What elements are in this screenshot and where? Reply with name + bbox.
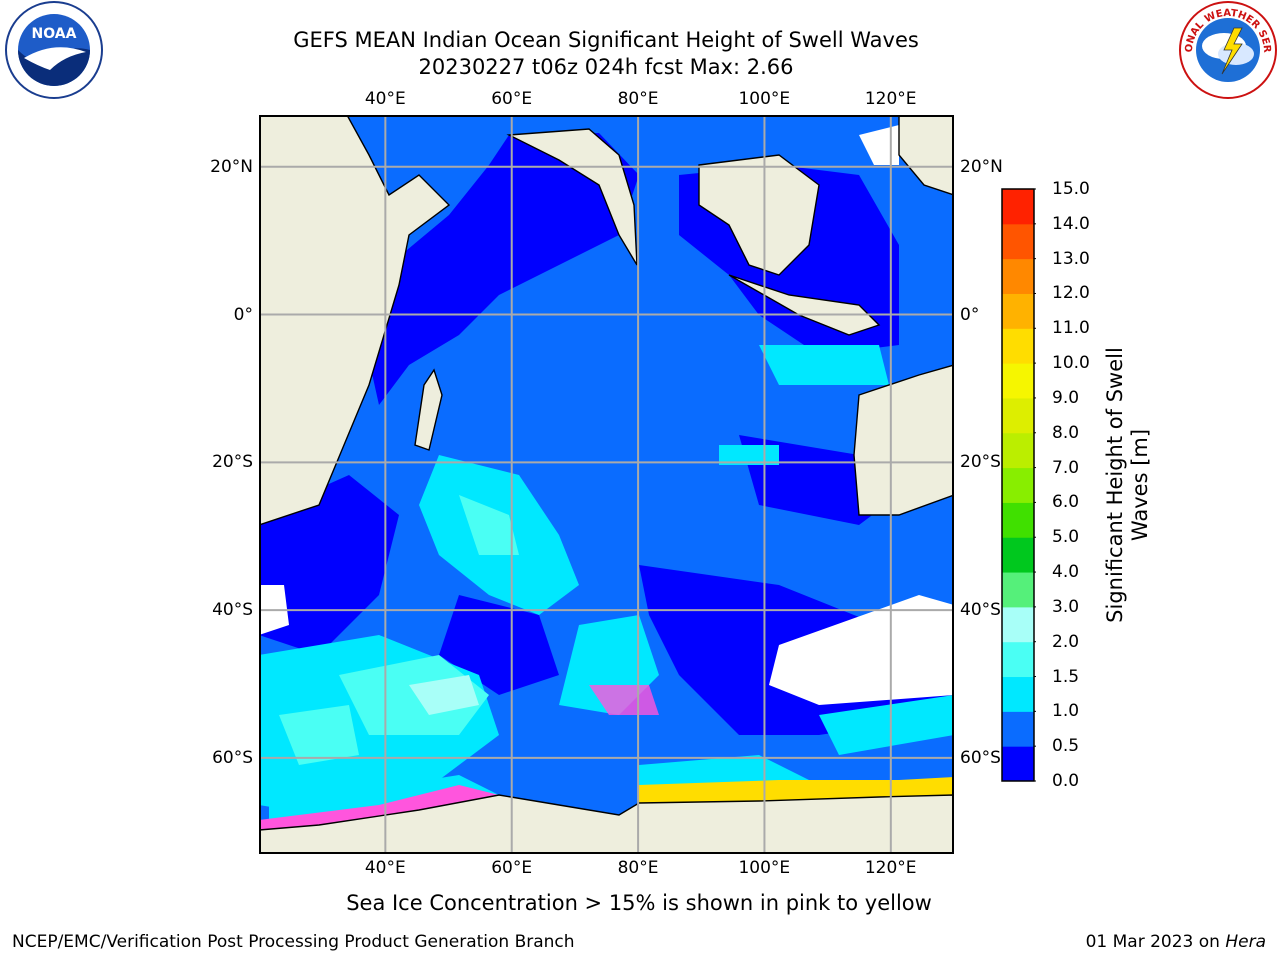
lon-tick-label: 40°E [364, 89, 406, 109]
colorbar-tick-label: 1.0 [1052, 701, 1080, 722]
lat-tick-label: 0° [233, 304, 253, 325]
footer-branch: NCEP/EMC/Verification Post Processing Pr… [12, 932, 575, 952]
colorbar-segment [1002, 537, 1034, 573]
colorbar-segment [1002, 432, 1034, 469]
colorbar-tick-label: 0.5 [1052, 736, 1080, 757]
colorbar-tick-label: 0.0 [1052, 771, 1080, 791]
nws-logo-icon: NATIONAL WEATHER SERVICE [1178, 0, 1277, 99]
colorbar-segment [1002, 397, 1034, 434]
lon-tick-label: 100°E [738, 89, 791, 109]
footer-date-text: 01 Mar 2023 on [1085, 932, 1220, 952]
sea-ice-caption: Sea Ice Concentration > 15% is shown in … [346, 891, 932, 915]
colorbar-tick-label: 3.0 [1052, 596, 1080, 617]
lon-tick-label: 120°E [864, 858, 917, 878]
colorbar-tick-label: 2.0 [1052, 631, 1080, 652]
lat-tick-label: 20°S [212, 452, 253, 473]
footer-date: 01 Mar 2023 on Hera [1086, 932, 1266, 952]
colorbar-segment [1002, 676, 1034, 712]
lat-tick-label: 40°S [212, 600, 253, 621]
lat-tick-label: 60°S [960, 747, 1001, 768]
colorbar-tick-label: 4.0 [1052, 562, 1080, 583]
lat-tick-label: 20°N [960, 156, 1003, 177]
swell-band-1.5-2.0 [279, 495, 519, 765]
swell-band-2.0-3.0 [409, 675, 479, 715]
colorbar-frame [1001, 188, 1035, 782]
colorbar-tick-label: 11.0 [1052, 318, 1090, 339]
land-masses [259, 115, 954, 854]
colorbar-segment [1002, 328, 1034, 364]
colorbar-tick-label: 7.0 [1052, 457, 1080, 478]
colorbar-tick-label: 14.0 [1052, 213, 1090, 234]
lon-tick-label: 120°E [864, 89, 917, 109]
colorbar-segment [1002, 572, 1034, 608]
colorbar-segment [1002, 502, 1034, 538]
colorbar-tick-label: 10.0 [1052, 353, 1090, 374]
footer-machine: Hera [1225, 932, 1266, 952]
colorbar-segment [1002, 189, 1034, 225]
colorbar-tick-label: 8.0 [1052, 422, 1080, 443]
colorbar-tick-label: 1.5 [1052, 666, 1080, 687]
colorbar-segment [1002, 363, 1034, 399]
colorbar-segment [1002, 606, 1034, 643]
lon-tick-label: 100°E [738, 858, 791, 878]
colorbar-tick-label: 12.0 [1052, 283, 1090, 304]
colorbar-tick-label: 5.0 [1052, 527, 1080, 548]
lon-tick-label: 80°E [617, 858, 659, 878]
noaa-logo-icon: NOAA [5, 1, 103, 99]
chart-subtitle: 20230227 t06z 024h fcst Max: 2.66 [418, 55, 794, 79]
colorbar-segment [1002, 746, 1034, 782]
colorbar-tick-label: 6.0 [1052, 492, 1080, 513]
chart-title: GEFS MEAN Indian Ocean Significant Heigh… [293, 28, 919, 52]
colorbar-segment [1002, 467, 1034, 503]
lon-tick-label: 80°E [617, 89, 659, 109]
lat-tick-label: 0° [960, 304, 980, 325]
colorbar-segment [1002, 293, 1034, 329]
swell-wave-map [259, 115, 954, 854]
lat-tick-label: 20°N [210, 156, 253, 177]
lon-tick-label: 40°E [364, 858, 406, 878]
map-gridlines [259, 115, 954, 854]
noaa-logo-text: NOAA [32, 26, 77, 42]
colorbar-segment [1002, 223, 1034, 260]
colorbar-segment [1002, 258, 1034, 294]
colorbar-tick-label: 9.0 [1052, 387, 1080, 408]
colorbar-segment [1002, 711, 1034, 747]
colorbar-tick-label: 15.0 [1052, 179, 1090, 199]
lat-tick-label: 20°S [960, 452, 1001, 473]
map-frame [259, 115, 954, 854]
lat-tick-label: 60°S [212, 747, 253, 768]
lon-tick-label: 60°E [491, 858, 533, 878]
lat-tick-label: 40°S [960, 600, 1001, 621]
colorbar [1001, 188, 1036, 782]
colorbar-title: Significant Height of Swell Waves [m] [1103, 347, 1152, 623]
sea-ice-marks [259, 685, 954, 830]
lon-tick-label: 60°E [491, 89, 533, 109]
colorbar-segment [1002, 641, 1034, 678]
colorbar-tick-label: 13.0 [1052, 248, 1090, 269]
